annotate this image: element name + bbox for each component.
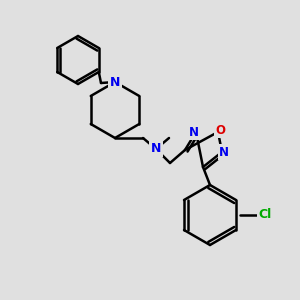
Text: N: N [151,142,161,155]
Text: O: O [215,124,225,136]
Text: N: N [189,125,199,139]
Text: N: N [219,146,229,158]
Text: N: N [110,76,120,88]
Text: Cl: Cl [258,208,272,221]
